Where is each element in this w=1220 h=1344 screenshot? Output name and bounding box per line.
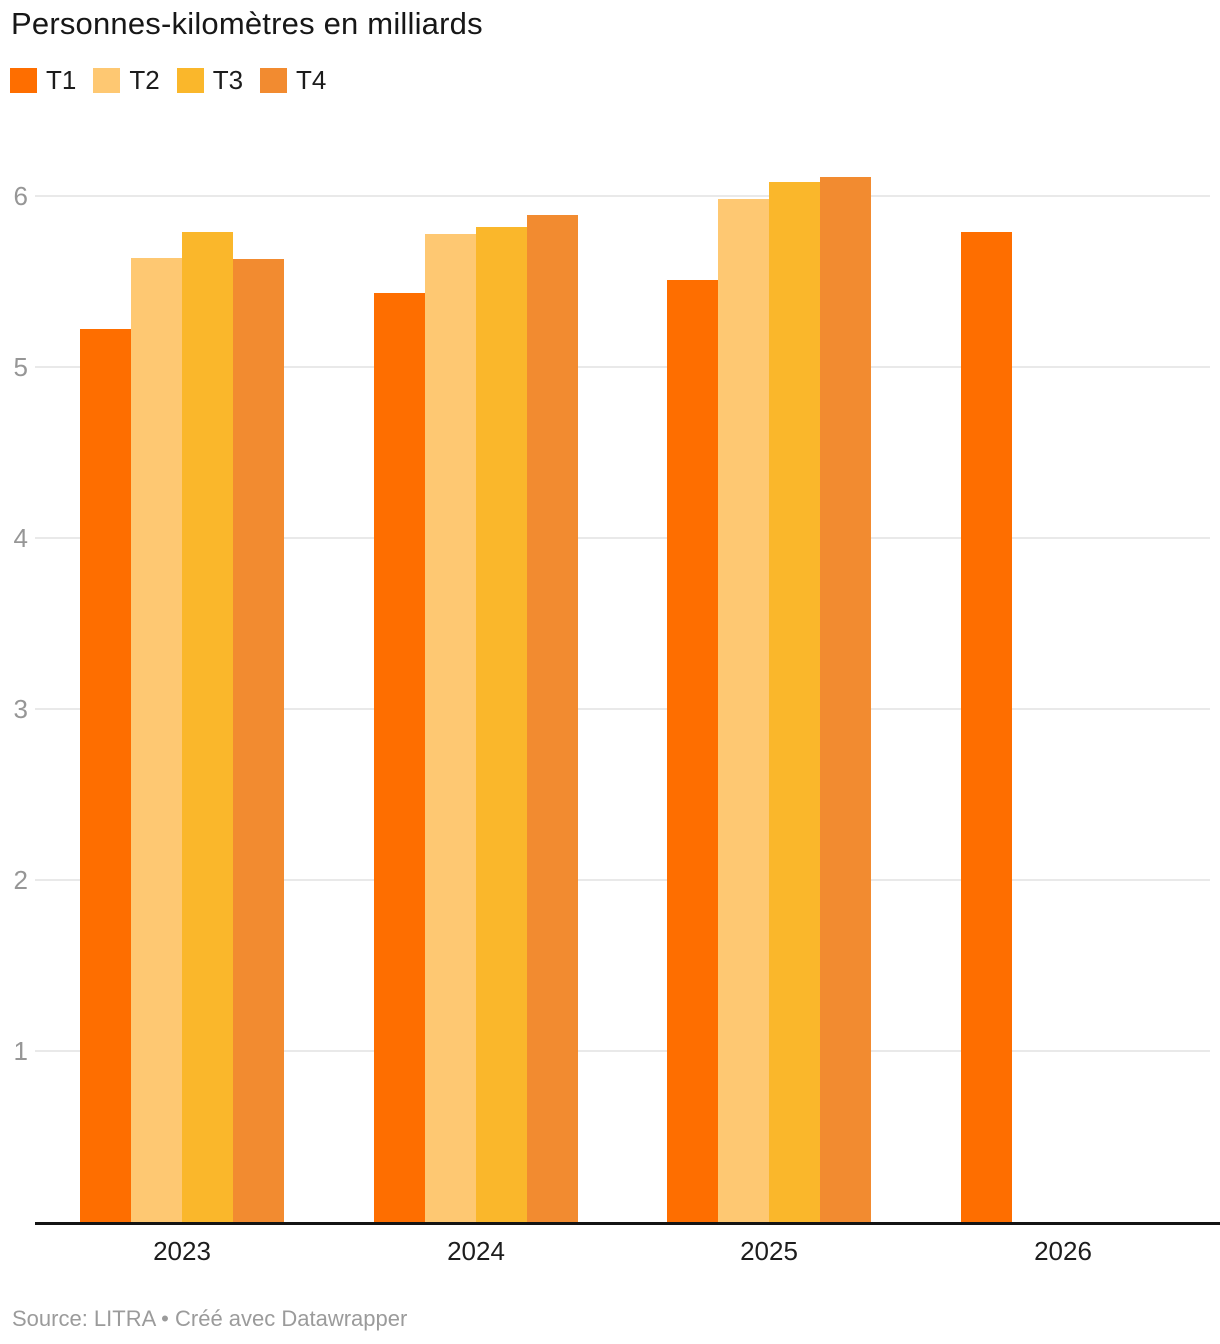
gridline bbox=[35, 879, 1210, 881]
gridline bbox=[35, 366, 1210, 368]
x-tick-label-2025: 2025 bbox=[740, 1236, 798, 1266]
bar-2025-t3 bbox=[769, 182, 820, 1222]
legend-item-label: T2 bbox=[129, 65, 160, 95]
bar-2025-t1 bbox=[667, 280, 718, 1222]
y-tick-label: 5 bbox=[13, 352, 28, 382]
legend-swatch-icon bbox=[260, 68, 288, 93]
x-tick-label-2024: 2024 bbox=[447, 1236, 505, 1266]
bar-2026-t1 bbox=[961, 232, 1012, 1222]
legend: T1 T2 T3 T4 bbox=[10, 65, 326, 96]
bar-2025-t4 bbox=[820, 177, 871, 1222]
legend-swatch-icon bbox=[10, 68, 37, 93]
bar-2023-t2 bbox=[131, 258, 182, 1222]
gridline bbox=[35, 195, 1210, 197]
x-tick-label-2026: 2026 bbox=[1034, 1236, 1092, 1266]
bar-2024-t3 bbox=[476, 227, 527, 1222]
bar-2023-t3 bbox=[182, 232, 233, 1222]
y-tick-label: 6 bbox=[13, 181, 28, 211]
legend-item-t1: T1 bbox=[10, 65, 76, 96]
bar-2024-t1 bbox=[374, 293, 425, 1222]
legend-item-t2: T2 bbox=[93, 65, 160, 96]
y-tick-label: 2 bbox=[13, 865, 28, 895]
legend-item-label: T1 bbox=[46, 65, 77, 95]
source-note: Source: LITRA • Créé avec Datawrapper bbox=[12, 1306, 408, 1331]
legend-item-label: T4 bbox=[296, 65, 327, 95]
y-tick-label: 4 bbox=[13, 523, 28, 553]
legend-item-label: T3 bbox=[212, 65, 244, 95]
legend-item-t3: T3 bbox=[176, 65, 244, 96]
gridline bbox=[35, 708, 1210, 710]
legend-swatch-icon bbox=[176, 68, 204, 93]
legend-swatch-icon bbox=[93, 68, 121, 93]
bar-2023-t1 bbox=[80, 329, 131, 1222]
gridline bbox=[35, 1050, 1210, 1052]
legend-item-t4: T4 bbox=[260, 65, 326, 96]
bar-2024-t2 bbox=[425, 234, 476, 1222]
y-tick-label: 1 bbox=[13, 1036, 28, 1066]
bar-2023-t4 bbox=[233, 259, 284, 1222]
x-tick-label-2023: 2023 bbox=[153, 1236, 211, 1266]
gridline bbox=[35, 537, 1210, 539]
chart-title: Personnes-kilomètres en milliards bbox=[11, 6, 483, 41]
x-axis-line bbox=[35, 1222, 1220, 1225]
bar-2025-t2 bbox=[718, 199, 769, 1222]
bar-2024-t4 bbox=[527, 215, 578, 1222]
y-tick-label: 3 bbox=[13, 694, 28, 724]
